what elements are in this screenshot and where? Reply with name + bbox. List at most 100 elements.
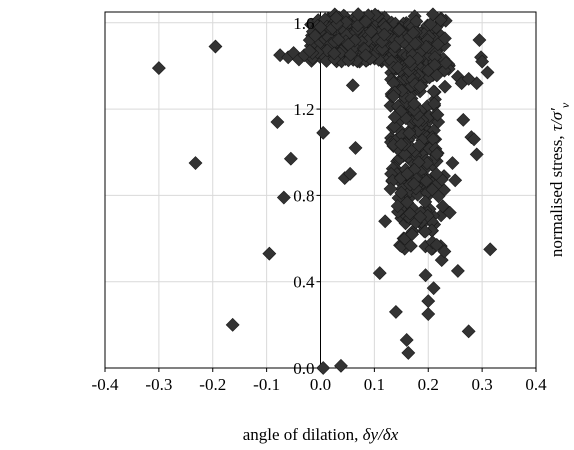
data-point: [410, 51, 425, 66]
data-point: [375, 42, 390, 56]
data-point: [308, 28, 323, 43]
x-tick-label: -0.3: [145, 375, 172, 394]
data-point: [358, 14, 373, 29]
data-point: [313, 20, 328, 35]
tick-labels: -0.4 -0.3 -0.2 -0.1 0.0 0.1 0.2 0.3 0.4 0.0 0.4 0.8…: [92, 14, 548, 394]
data-point: [329, 10, 344, 25]
data-point: [316, 125, 331, 140]
data-point: [483, 242, 498, 257]
data-point: [450, 263, 465, 278]
y-axis-label: normalised stress, τ/σ′v: [547, 102, 572, 257]
data-point: [262, 246, 277, 261]
data-point: [377, 27, 392, 42]
x-tick-label: 0.2: [418, 375, 439, 394]
data-point: [364, 24, 379, 39]
data-point: [403, 239, 418, 253]
data-point: [426, 281, 441, 296]
data-point: [429, 237, 444, 252]
data-point: [408, 36, 423, 51]
x-tick-label: 0.4: [525, 375, 547, 394]
data-point: [320, 43, 335, 58]
data-point: [429, 166, 444, 181]
y-tick-label: 1.6: [293, 14, 314, 33]
data-point: [372, 266, 387, 280]
data-point: [225, 317, 240, 332]
data-point: [375, 34, 390, 49]
y-tick-label: 0.8: [293, 186, 314, 205]
data-point: [430, 107, 445, 122]
data-point: [334, 358, 348, 373]
data-point: [394, 137, 409, 152]
data-point: [394, 185, 409, 200]
data-point: [151, 61, 166, 76]
data-point: [399, 333, 414, 347]
data-point: [387, 119, 402, 134]
data-point: [345, 78, 360, 93]
data-point: [418, 224, 433, 239]
data-point: [339, 15, 353, 30]
x-tick-label: -0.4: [92, 375, 119, 394]
data-point: [316, 361, 331, 375]
data-point: [445, 156, 460, 170]
data-point: [431, 189, 446, 204]
data-point: [411, 114, 426, 129]
data-point: [283, 151, 298, 166]
data-point: [392, 23, 407, 37]
y-tick-label: 0.0: [293, 359, 314, 378]
data-point: [421, 307, 436, 321]
data-point: [407, 176, 421, 191]
data-point: [418, 194, 433, 209]
x-axis-label: angle of dilation, δy/δx: [243, 425, 399, 444]
data-point: [461, 324, 476, 339]
data-point: [442, 205, 457, 220]
data-point: [413, 79, 428, 94]
x-tick-label: 0.1: [364, 375, 385, 394]
data-point: [407, 96, 422, 111]
data-point: [434, 253, 449, 268]
data-point: [389, 304, 403, 319]
data-point: [358, 48, 373, 63]
data-point: [405, 227, 420, 242]
data-point: [475, 54, 490, 69]
data-point: [429, 147, 444, 161]
data-point: [386, 89, 401, 104]
data-point: [480, 65, 495, 80]
y-tick-label: 0.4: [293, 273, 315, 292]
data-point: [327, 46, 342, 61]
x-tick-label: -0.2: [199, 375, 226, 394]
data-point: [402, 126, 417, 141]
data-point: [418, 268, 433, 283]
data-point: [461, 71, 476, 86]
data-point: [378, 214, 393, 229]
data-point: [438, 79, 452, 94]
data-point: [400, 195, 415, 210]
data-point: [472, 33, 487, 47]
data-point: [412, 138, 426, 153]
data-point: [270, 115, 285, 129]
data-point: [393, 104, 408, 119]
data-point: [351, 7, 366, 22]
data-point: [419, 174, 434, 188]
data-point: [276, 190, 291, 205]
data-point: [435, 199, 450, 214]
data-point: [347, 33, 362, 48]
data-point: [437, 244, 452, 259]
data-point: [188, 156, 203, 170]
data-point: [403, 206, 417, 221]
data-point: [456, 112, 471, 127]
data-point: [331, 32, 346, 47]
data-point: [439, 56, 453, 70]
data-points: [151, 7, 498, 375]
data-point: [467, 132, 481, 147]
data-point: [208, 39, 223, 54]
data-point: [421, 294, 436, 309]
data-point: [413, 210, 428, 224]
data-point: [429, 68, 444, 83]
data-point: [391, 60, 405, 75]
data-point: [448, 173, 463, 188]
data-point: [348, 141, 363, 155]
data-point: [433, 13, 448, 27]
data-point: [402, 54, 417, 69]
